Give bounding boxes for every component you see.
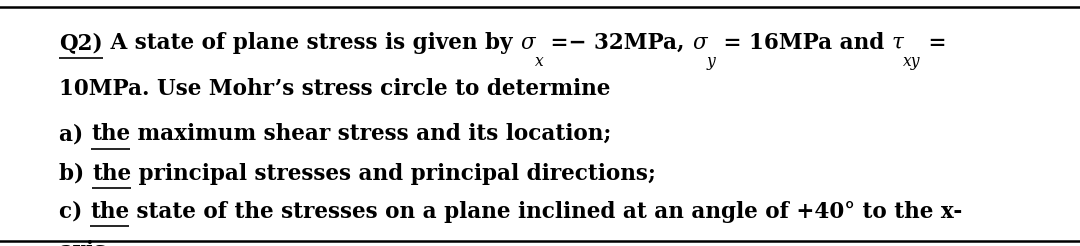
Text: c): c): [59, 201, 90, 223]
Text: σ: σ: [692, 32, 707, 54]
Text: y: y: [707, 53, 716, 70]
Text: the: the: [90, 201, 130, 223]
Text: = 16MPa and: = 16MPa and: [716, 32, 891, 54]
Text: principal stresses and principal directions;: principal stresses and principal directi…: [131, 163, 656, 184]
Text: the: the: [91, 123, 131, 145]
Text: b): b): [59, 163, 92, 184]
Text: the: the: [92, 163, 131, 184]
Text: x: x: [535, 53, 543, 70]
Text: σ: σ: [521, 32, 535, 54]
Text: =− 32MPa,: =− 32MPa,: [543, 32, 692, 54]
Text: a): a): [59, 123, 91, 145]
Text: state of the stresses on a plane inclined at an angle of +40° to the x-: state of the stresses on a plane incline…: [130, 201, 962, 223]
Text: Q2): Q2): [59, 32, 103, 54]
Text: xy: xy: [903, 53, 921, 70]
Text: =: =: [921, 32, 946, 54]
Text: τ: τ: [891, 32, 903, 54]
Text: maximum shear stress and its location;: maximum shear stress and its location;: [131, 123, 611, 145]
Text: 10MPa. Use Mohr’s stress circle to determine: 10MPa. Use Mohr’s stress circle to deter…: [59, 78, 611, 100]
Text: A state of plane stress is given by: A state of plane stress is given by: [103, 32, 521, 54]
Text: axis.: axis.: [59, 240, 113, 246]
